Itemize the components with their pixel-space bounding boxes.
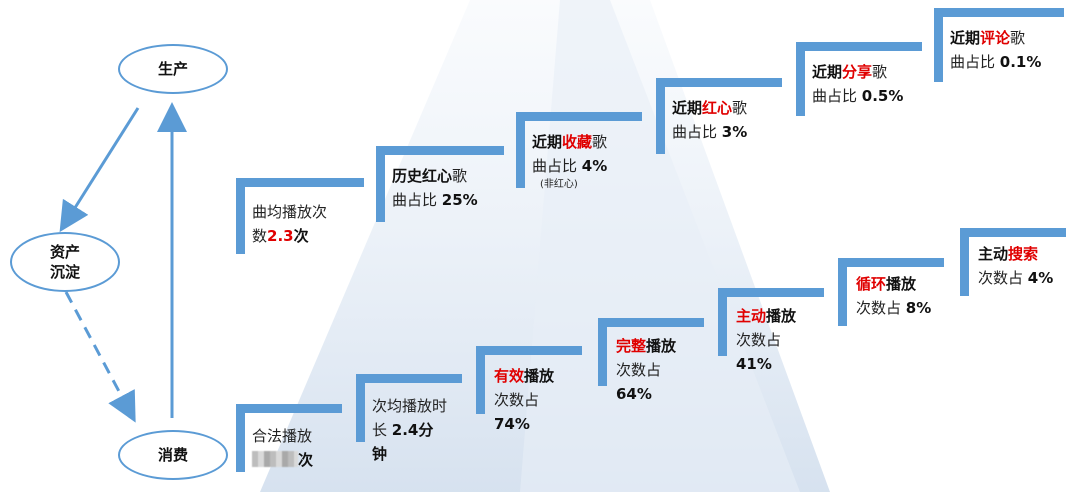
bottom-step-7-text: 主动搜索 次数占 4% xyxy=(978,245,1054,287)
assets-node: 资产 沉淀 xyxy=(10,232,120,292)
consume-label: 消费 xyxy=(157,446,188,464)
top-step-5-text: 近期分享歌 曲占比 0.5% xyxy=(812,63,904,105)
top-step-6-text: 近期评论歌 曲占比 0.1% xyxy=(950,29,1042,71)
produce-node: 生产 xyxy=(118,44,228,94)
bottom-step-5-text: 主动播放 次数占 41% xyxy=(736,307,797,373)
bottom-step-4-text: 完整播放 次数占 64% xyxy=(616,337,677,403)
top-step-1-text: 曲均播放次 数2.3次 xyxy=(252,203,328,245)
bottom-step-6-text: 循环播放 次数占 8% xyxy=(856,275,932,317)
top-step-3-text: 近期收藏歌 曲占比 4% (非红心) xyxy=(532,133,608,190)
bottom-step-3-text: 有效播放 次数占 74% xyxy=(494,367,555,433)
top-step-4-text: 近期红心歌 曲占比 3% xyxy=(672,99,748,141)
bottom-step-2-text: 次均播放时 长 2.4分 钟 xyxy=(372,397,448,463)
arrow-assets-to-consume xyxy=(64,291,136,423)
top-step-2-text: 历史红心歌 曲占比 25% xyxy=(392,167,478,209)
assets-label: 资产 沉淀 xyxy=(49,243,80,281)
redacted-value xyxy=(252,451,298,467)
arrow-produce-to-assets xyxy=(59,107,140,233)
consume-node: 消费 xyxy=(118,430,228,480)
bottom-step-1-text: 合法播放 次 xyxy=(252,427,314,469)
produce-label: 生产 xyxy=(157,60,188,78)
